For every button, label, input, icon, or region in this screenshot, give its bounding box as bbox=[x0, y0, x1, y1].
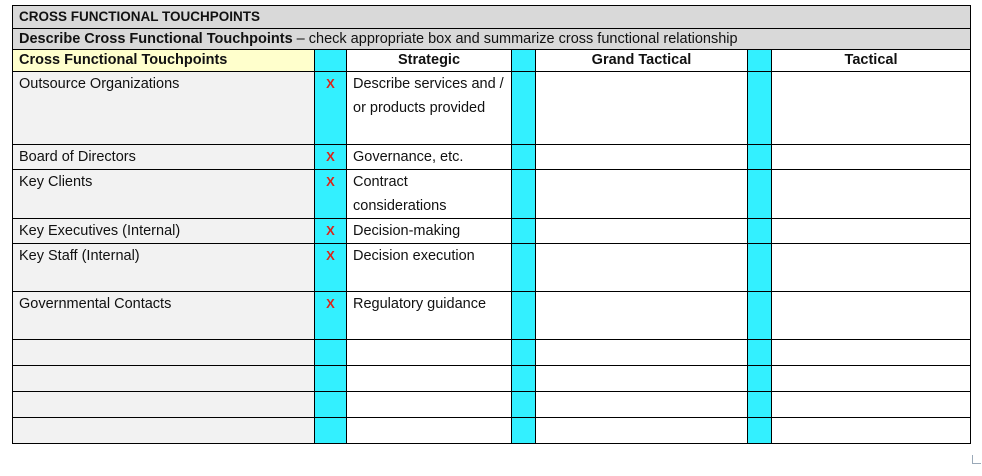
resize-corner-icon bbox=[972, 455, 981, 464]
grand-tactical-summary[interactable] bbox=[535, 417, 748, 444]
tactical-summary[interactable] bbox=[770, 218, 972, 244]
tactical-checkbox[interactable] bbox=[747, 417, 772, 444]
touchpoint-label[interactable] bbox=[12, 365, 315, 392]
grand-tactical-checkbox[interactable] bbox=[511, 291, 536, 340]
grand-tactical-checkbox[interactable] bbox=[511, 144, 536, 170]
strategic-checkbox[interactable]: X bbox=[314, 243, 347, 292]
column-header-row: Cross Functional Touchpoints Strategic G… bbox=[12, 49, 972, 72]
strategic-summary[interactable]: Governance, etc. bbox=[346, 144, 512, 170]
header-tactical: Tactical bbox=[770, 49, 972, 72]
grand-tactical-summary[interactable] bbox=[535, 365, 748, 392]
table-row: Key Clients X Contract considerations bbox=[12, 169, 972, 219]
tactical-summary[interactable] bbox=[770, 291, 972, 340]
strategic-summary[interactable] bbox=[346, 417, 512, 444]
description-rest: – check appropriate box and summarize cr… bbox=[292, 31, 738, 47]
strategic-checkbox[interactable]: X bbox=[314, 71, 347, 145]
tactical-summary[interactable] bbox=[770, 417, 972, 444]
touchpoints-form: CROSS FUNCTIONAL TOUCHPOINTS Describe Cr… bbox=[11, 5, 972, 444]
grand-tactical-summary[interactable] bbox=[535, 291, 748, 340]
tactical-checkbox[interactable] bbox=[747, 144, 772, 170]
tactical-checkbox[interactable] bbox=[747, 291, 772, 340]
strategic-checkbox[interactable] bbox=[314, 391, 347, 418]
description-bold: Describe Cross Functional Touchpoints bbox=[19, 31, 293, 47]
table-row bbox=[12, 339, 972, 366]
strategic-checkbox[interactable]: X bbox=[314, 218, 347, 244]
tactical-summary[interactable] bbox=[770, 243, 972, 292]
grand-tactical-checkbox[interactable] bbox=[511, 365, 536, 392]
header-tactical-check bbox=[747, 49, 772, 72]
strategic-checkbox[interactable]: X bbox=[314, 291, 347, 340]
table-row: Board of Directors X Governance, etc. bbox=[12, 144, 972, 170]
header-touchpoints: Cross Functional Touchpoints bbox=[12, 49, 315, 72]
table-row: Key Executives (Internal) X Decision-makin… bbox=[12, 218, 972, 244]
strategic-summary[interactable] bbox=[346, 391, 512, 418]
tactical-checkbox[interactable] bbox=[747, 365, 772, 392]
grand-tactical-checkbox[interactable] bbox=[511, 243, 536, 292]
strategic-checkbox[interactable] bbox=[314, 417, 347, 444]
touchpoints-table: CROSS FUNCTIONAL TOUCHPOINTS Describe Cr… bbox=[11, 5, 972, 444]
table-row bbox=[12, 391, 972, 418]
touchpoint-label[interactable] bbox=[12, 391, 315, 418]
strategic-checkbox[interactable] bbox=[314, 339, 347, 366]
form-title: CROSS FUNCTIONAL TOUCHPOINTS bbox=[11, 5, 972, 29]
strategic-summary[interactable]: Decision-making bbox=[346, 218, 512, 244]
strategic-checkbox[interactable]: X bbox=[314, 144, 347, 170]
touchpoint-label[interactable]: Key Executives (Internal) bbox=[12, 218, 315, 244]
touchpoint-label[interactable] bbox=[12, 417, 315, 444]
grand-tactical-checkbox[interactable] bbox=[511, 417, 536, 444]
header-grand-tactical-check bbox=[511, 49, 536, 72]
tactical-summary[interactable] bbox=[770, 144, 972, 170]
strategic-summary[interactable]: Contract considerations bbox=[346, 169, 512, 219]
strategic-summary[interactable]: Describe services and / or products prov… bbox=[346, 71, 512, 145]
grand-tactical-summary[interactable] bbox=[535, 243, 748, 292]
grand-tactical-summary[interactable] bbox=[535, 169, 748, 219]
grand-tactical-summary[interactable] bbox=[535, 71, 748, 145]
tactical-checkbox[interactable] bbox=[747, 243, 772, 292]
tactical-summary[interactable] bbox=[770, 365, 972, 392]
grand-tactical-summary[interactable] bbox=[535, 391, 748, 418]
tactical-checkbox[interactable] bbox=[747, 391, 772, 418]
header-strategic: Strategic bbox=[346, 49, 512, 72]
form-title-row: CROSS FUNCTIONAL TOUCHPOINTS bbox=[11, 5, 972, 29]
grand-tactical-checkbox[interactable] bbox=[511, 218, 536, 244]
header-strategic-check bbox=[314, 49, 347, 72]
grand-tactical-summary[interactable] bbox=[535, 339, 748, 366]
tactical-summary[interactable] bbox=[770, 169, 972, 219]
grand-tactical-checkbox[interactable] bbox=[511, 391, 536, 418]
strategic-summary[interactable] bbox=[346, 339, 512, 366]
touchpoint-label[interactable]: Board of Directors bbox=[12, 144, 315, 170]
tactical-summary[interactable] bbox=[770, 71, 972, 145]
tactical-checkbox[interactable] bbox=[747, 71, 772, 145]
tactical-checkbox[interactable] bbox=[747, 169, 772, 219]
grand-tactical-checkbox[interactable] bbox=[511, 71, 536, 145]
touchpoint-label[interactable]: Outsource Organizations bbox=[12, 71, 315, 145]
table-row bbox=[12, 417, 972, 444]
header-grand-tactical: Grand Tactical bbox=[535, 49, 748, 72]
strategic-checkbox[interactable] bbox=[314, 365, 347, 392]
form-description-row: Describe Cross Functional Touchpoints – … bbox=[11, 28, 972, 50]
tactical-summary[interactable] bbox=[770, 391, 972, 418]
grand-tactical-summary[interactable] bbox=[535, 144, 748, 170]
table-row: Key Staff (Internal) X Decision execution bbox=[12, 243, 972, 292]
tactical-checkbox[interactable] bbox=[747, 339, 772, 366]
strategic-summary[interactable] bbox=[346, 365, 512, 392]
table-row: Governmental Contacts X Regulatory guidanc… bbox=[12, 291, 972, 340]
touchpoint-label[interactable]: Governmental Contacts bbox=[12, 291, 315, 340]
touchpoint-label[interactable] bbox=[12, 339, 315, 366]
strategic-summary[interactable]: Decision execution bbox=[346, 243, 512, 292]
table-row bbox=[12, 365, 972, 392]
touchpoint-label[interactable]: Key Staff (Internal) bbox=[12, 243, 315, 292]
form-description: Describe Cross Functional Touchpoints – … bbox=[11, 28, 972, 50]
strategic-checkbox[interactable]: X bbox=[314, 169, 347, 219]
table-row: Outsource Organizations X Describe service… bbox=[12, 71, 972, 145]
tactical-summary[interactable] bbox=[770, 339, 972, 366]
touchpoint-label[interactable]: Key Clients bbox=[12, 169, 315, 219]
strategic-summary[interactable]: Regulatory guidance bbox=[346, 291, 512, 340]
grand-tactical-checkbox[interactable] bbox=[511, 169, 536, 219]
grand-tactical-summary[interactable] bbox=[535, 218, 748, 244]
grand-tactical-checkbox[interactable] bbox=[511, 339, 536, 366]
tactical-checkbox[interactable] bbox=[747, 218, 772, 244]
